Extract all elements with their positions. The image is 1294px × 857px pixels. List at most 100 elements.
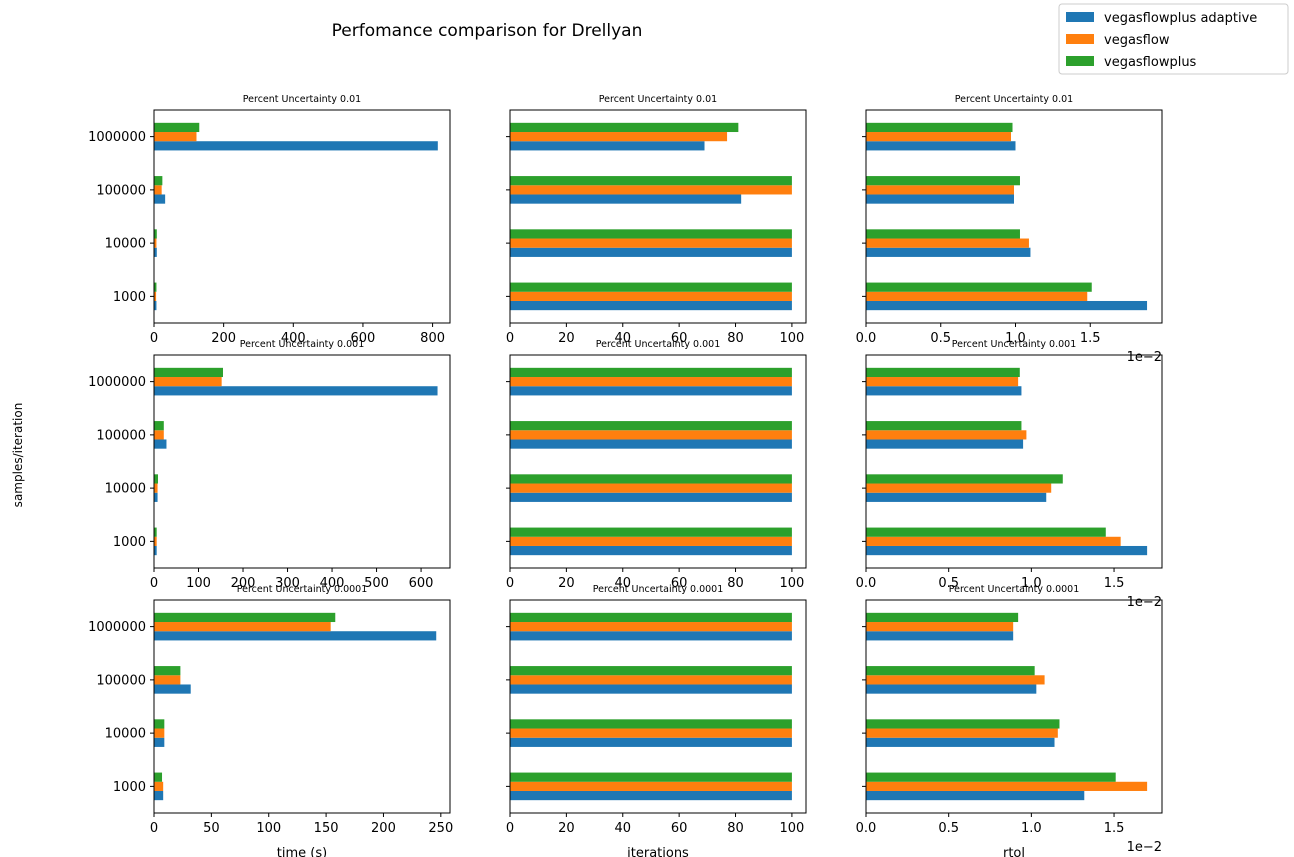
panel-8: Percent Uncertainty 0.0001 0 20 40 60 80 100 it… — [506, 584, 807, 857]
bar-vegasflow-1000000 — [866, 377, 1019, 387]
bar-vegasflow-100000 — [154, 675, 181, 685]
panel-frame — [153, 354, 451, 569]
bar-vegasflowplus-adaptive-10000 — [154, 492, 158, 502]
bar-vegasflowplus-adaptive-1000000 — [866, 631, 1014, 641]
bar-vegasflowplus-adaptive-10000 — [510, 737, 792, 747]
bar-vegasflowplus-adaptive-1000000 — [154, 386, 438, 396]
x-tick-label: 80 — [727, 821, 744, 836]
x-tick-label: 0.5 — [938, 576, 959, 591]
bar-vegasflow-1000000 — [866, 132, 1012, 142]
x-tick-label: 40 — [614, 576, 631, 591]
bar-vegasflowplus-10000 — [154, 719, 165, 729]
panel-title: Percent Uncertainty 0.0001 — [593, 584, 724, 595]
x-tick-label: 0.5 — [938, 821, 959, 836]
bar-vegasflowplus-1000 — [510, 772, 792, 782]
bar-vegasflow-100000 — [866, 185, 1014, 195]
x-tick-label: 400 — [320, 576, 345, 591]
x-tick-label: 80 — [727, 576, 744, 591]
x-tick-label: 1.0 — [1021, 821, 1042, 836]
x-tick-label: 40 — [614, 331, 631, 346]
bar-vegasflow-10000 — [154, 728, 165, 738]
bar-vegasflowplus-adaptive-100000 — [866, 439, 1024, 449]
x-tick-label: 1.0 — [1021, 576, 1042, 591]
bar-vegasflowplus-10000 — [510, 719, 792, 729]
bar-vegasflowplus-1000 — [154, 282, 157, 292]
bar-vegasflowplus-1000 — [510, 527, 792, 537]
panel-title: Percent Uncertainty 0.01 — [243, 94, 361, 105]
bar-vegasflow-10000 — [154, 483, 158, 493]
y-tick-label-100000: 100000 — [96, 673, 146, 688]
panel-frame — [153, 109, 451, 324]
x-tick-label: 50 — [203, 821, 220, 836]
bar-vegasflow-10000 — [510, 483, 792, 493]
bar-vegasflowplus-adaptive-100000 — [510, 194, 742, 204]
x-tick-label: 200 — [371, 821, 396, 836]
x-axis-label-time-s: time (s) — [277, 846, 327, 857]
bar-vegasflowplus-1000000 — [154, 367, 223, 378]
bar-vegasflowplus-100000 — [154, 176, 163, 186]
panel-1: Percent Uncertainty 0.01 1000 10000 100000 1… — [88, 94, 451, 346]
x-tick-label: 1.5 — [1104, 576, 1125, 591]
x-axis-offset-text: 1e−2 — [1127, 350, 1162, 365]
bar-vegasflow-100000 — [866, 675, 1045, 685]
x-tick-label: 0 — [150, 821, 158, 836]
bar-vegasflowplus-1000 — [510, 282, 792, 292]
x-tick-label: 1.5 — [1104, 821, 1125, 836]
bar-vegasflow-100000 — [154, 185, 162, 195]
y-tick-label-1000: 1000 — [113, 535, 146, 550]
x-tick-label: 500 — [364, 576, 389, 591]
bar-vegasflowplus-10000 — [866, 229, 1020, 239]
bar-vegasflowplus-100000 — [510, 176, 792, 186]
bar-vegasflowplus-100000 — [866, 666, 1035, 676]
bar-vegasflow-1000 — [154, 536, 157, 546]
panel-2: Percent Uncertainty 0.01 0 20 40 60 80 100 — [506, 94, 807, 346]
bar-vegasflow-1000 — [154, 781, 164, 791]
bar-vegasflow-1000 — [866, 291, 1088, 301]
bar-vegasflowplus-1000 — [866, 282, 1092, 292]
bar-vegasflow-1000000 — [510, 622, 792, 632]
bar-vegasflowplus-adaptive-10000 — [866, 492, 1047, 502]
panel-title: Percent Uncertainty 0.0001 — [949, 584, 1080, 595]
x-tick-label: 20 — [558, 821, 575, 836]
y-tick-label-10000: 10000 — [105, 237, 146, 252]
bar-vegasflowplus-adaptive-1000 — [510, 790, 792, 801]
bar-vegasflowplus-adaptive-10000 — [866, 737, 1055, 747]
x-tick-label: 100 — [256, 821, 281, 836]
bar-vegasflow-100000 — [154, 430, 164, 440]
bar-vegasflowplus-adaptive-100000 — [866, 684, 1037, 694]
bar-vegasflowplus-adaptive-100000 — [154, 684, 191, 694]
panel-title: Percent Uncertainty 0.01 — [599, 94, 717, 105]
y-tick-label-1000: 1000 — [113, 780, 146, 795]
bar-vegasflowplus-adaptive-1000 — [154, 545, 157, 556]
bar-vegasflowplus-100000 — [510, 666, 792, 676]
bar-vegasflow-1000000 — [154, 132, 197, 142]
bar-vegasflowplus-adaptive-1000 — [510, 300, 792, 311]
y-tick-label-10000: 10000 — [105, 727, 146, 742]
bar-vegasflow-1000000 — [510, 377, 792, 387]
bar-vegasflow-100000 — [866, 430, 1027, 440]
x-tick-label: 0.0 — [856, 576, 877, 591]
legend-swatch-vegasflow — [1066, 34, 1094, 44]
bar-vegasflowplus-1000000 — [510, 367, 792, 378]
x-tick-label: 400 — [281, 331, 306, 346]
legend-swatch-vegasflowplus-adaptive — [1066, 12, 1094, 22]
bar-vegasflowplus-adaptive-1000000 — [510, 141, 705, 151]
x-tick-label: 150 — [314, 821, 339, 836]
y-tick-label-100000: 100000 — [96, 183, 146, 198]
panel-frame — [509, 354, 807, 569]
x-tick-label: 100 — [779, 331, 804, 346]
bar-vegasflow-100000 — [510, 675, 792, 685]
bar-vegasflowplus-100000 — [154, 666, 181, 676]
x-tick-label: 1.5 — [1080, 331, 1101, 346]
bar-vegasflowplus-adaptive-10000 — [866, 247, 1031, 257]
panel-title: Percent Uncertainty 0.01 — [955, 94, 1073, 105]
x-tick-label: 0 — [506, 331, 514, 346]
bar-vegasflow-1000000 — [866, 622, 1014, 632]
legend-frame — [1058, 3, 1289, 75]
bar-vegasflowplus-adaptive-1000000 — [154, 141, 438, 151]
bar-vegasflow-1000000 — [154, 377, 222, 387]
bar-vegasflow-1000 — [866, 536, 1121, 546]
bar-vegasflowplus-1000000 — [866, 367, 1020, 378]
x-tick-label: 100 — [779, 821, 804, 836]
